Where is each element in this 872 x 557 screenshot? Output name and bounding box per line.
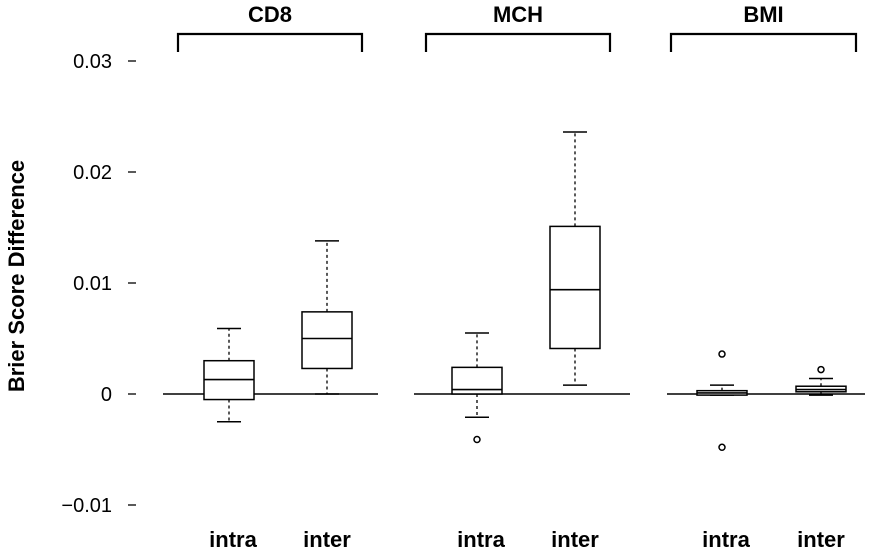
outlier-point xyxy=(817,365,825,374)
y-tick-label: 0.02 xyxy=(73,162,112,184)
group-bracket xyxy=(424,32,612,52)
category-label: intra xyxy=(702,527,750,552)
y-axis: −0.01 0 0.01 0.02 0.03 xyxy=(61,51,136,517)
category-label: intra xyxy=(457,527,505,552)
outlier-point xyxy=(718,443,726,452)
box-cd8-intra: intra xyxy=(203,327,258,552)
y-tick-label: 0.03 xyxy=(73,51,112,73)
outlier-point xyxy=(473,435,481,444)
box-mch-inter: inter xyxy=(549,131,601,552)
panel-bmi: BMI intra inter xyxy=(667,2,865,552)
y-tick-label: 0.01 xyxy=(73,273,112,295)
group-bracket xyxy=(669,32,858,52)
panel-mch: MCH intra inter xyxy=(414,2,630,552)
chart-panels: CD8 intra inter MCH intra inter BMI intra inter xyxy=(163,2,865,552)
panel-cd8: CD8 intra inter xyxy=(163,2,378,552)
y-tick-label: 0 xyxy=(101,384,112,406)
category-label: inter xyxy=(797,527,845,552)
box-iqr xyxy=(301,311,353,370)
box-bmi-inter: inter xyxy=(795,365,847,552)
box-mch-intra: intra xyxy=(451,332,506,552)
category-label: inter xyxy=(303,527,351,552)
y-axis-label: Brier Score Difference xyxy=(4,160,29,392)
y-tick-label: −0.01 xyxy=(61,495,112,517)
category-label: intra xyxy=(209,527,257,552)
group-title: CD8 xyxy=(248,2,292,27)
group-bracket xyxy=(176,32,364,52)
box-cd8-inter: inter xyxy=(301,240,353,552)
outlier-point xyxy=(718,350,726,358)
category-label: inter xyxy=(551,527,599,552)
group-title: MCH xyxy=(493,2,543,27)
box-iqr xyxy=(549,225,601,350)
box-bmi-intra: intra xyxy=(696,350,751,552)
group-title: BMI xyxy=(743,2,783,27)
